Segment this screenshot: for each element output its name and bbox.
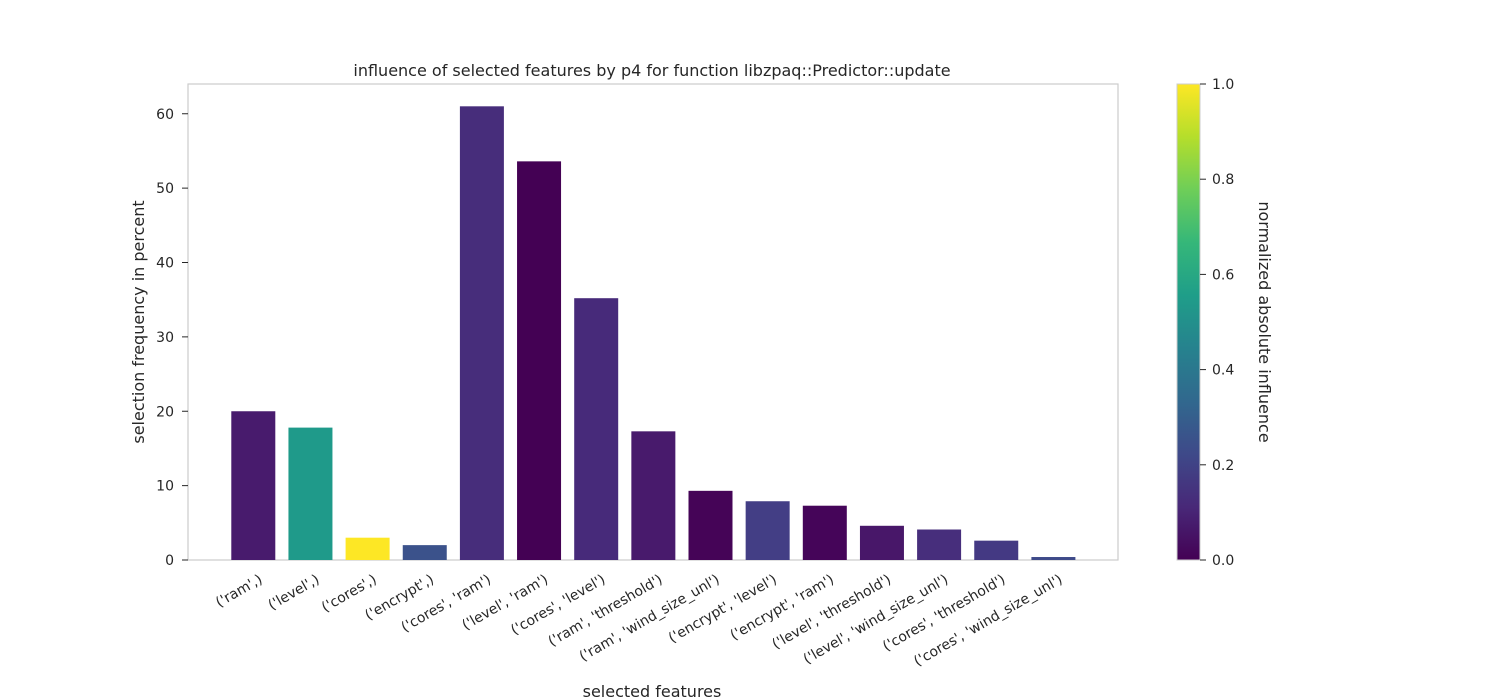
bar-10 [802, 505, 847, 560]
bars-group [231, 106, 1076, 561]
bar-8 [688, 490, 733, 560]
colorbar-ticks: 0.0 0.2 0.4 0.6 0.8 1.0 [1200, 77, 1234, 569]
y-tick-label-6: 60 [156, 107, 174, 123]
bar-6 [574, 298, 619, 560]
y-tick-label-3: 30 [156, 330, 174, 346]
y-tick-label-1: 10 [156, 479, 174, 495]
bar-12 [917, 529, 962, 560]
colorbar-tick-label-5: 1.0 [1212, 77, 1234, 93]
x-axis-label: selected features [583, 682, 722, 700]
x-tick-label-1: ('level',) [266, 572, 323, 614]
bar-5 [517, 161, 562, 560]
colorbar: 0.0 0.2 0.4 0.6 0.8 1.0 normalized absolute i… [1176, 77, 1274, 569]
bar-13 [974, 540, 1019, 560]
bar-4 [459, 106, 504, 560]
colorbar-tick-label-1: 0.2 [1212, 458, 1234, 474]
y-tick-label-5: 50 [156, 181, 174, 197]
colorbar-tick-label-2: 0.4 [1212, 363, 1234, 379]
bar-3 [402, 545, 447, 561]
y-axis-ticks: 0 10 20 30 40 50 60 [156, 107, 188, 569]
colorbar-label: normalized absolute influence [1255, 201, 1274, 442]
x-axis-ticks: ('ram',) ('level',)('cores',)('encrypt',)… [213, 572, 1065, 670]
y-tick-label-2: 20 [156, 404, 174, 420]
bar-11 [859, 525, 904, 560]
colorbar-tick-label-3: 0.6 [1212, 267, 1234, 283]
colorbar-tick-label-4: 0.8 [1212, 172, 1234, 188]
bar-0 [231, 411, 276, 560]
bar-1 [288, 427, 333, 560]
x-tick-label-0: ('ram',) [213, 572, 265, 611]
colorbar-tick-label-0: 0.0 [1212, 553, 1234, 569]
colorbar-fill [1176, 83, 1201, 561]
bar-2 [345, 537, 390, 560]
y-axis-label: selection frequency in percent [129, 200, 148, 443]
chart-title: influence of selected features by p4 for… [353, 61, 950, 80]
bar-7 [631, 431, 676, 560]
bar-14 [1031, 557, 1076, 560]
bar-9 [745, 501, 790, 560]
y-tick-label-0: 0 [165, 553, 174, 569]
y-tick-label-4: 40 [156, 256, 174, 272]
